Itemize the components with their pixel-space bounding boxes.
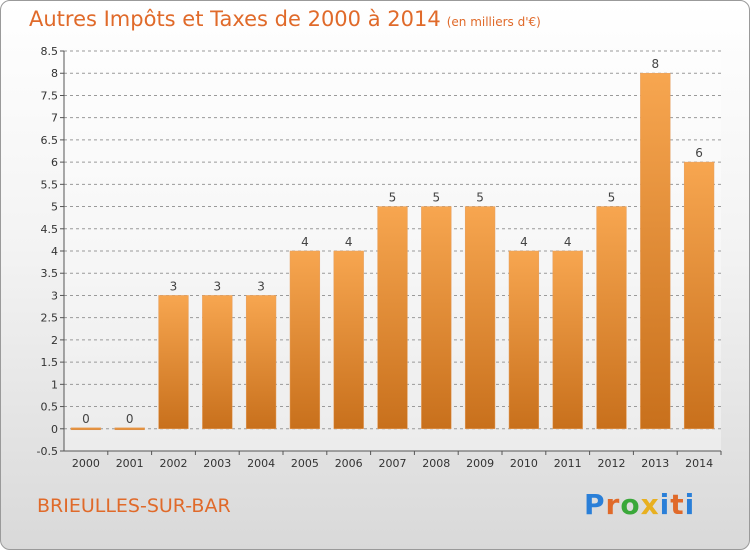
y-tick-label: 4 [51, 245, 58, 258]
y-tick-label: 6 [51, 156, 58, 169]
logo-letter: t [670, 488, 685, 521]
logo-letter: i [684, 488, 696, 521]
y-tick-label: 3.5 [41, 267, 59, 280]
y-tick-label: 0 [51, 423, 58, 436]
bar [640, 72, 671, 430]
bar [377, 206, 408, 430]
y-tick-label: 6.5 [41, 134, 59, 147]
bar [114, 427, 145, 431]
data-label: 5 [432, 191, 440, 205]
y-tick-label: 0.5 [41, 401, 59, 414]
y-tick-label: 1 [51, 378, 58, 391]
bar [596, 206, 627, 430]
proxiti-logo: Proxiti [584, 488, 695, 521]
bar [552, 250, 583, 430]
city-name: BRIEULLES-SUR-BAR [37, 495, 231, 517]
x-tick-label: 2000 [72, 457, 100, 470]
x-tick-label: 2014 [685, 457, 713, 470]
data-label: 4 [520, 235, 528, 249]
y-tick-label: 8 [51, 67, 58, 80]
x-tick-label: 2007 [379, 457, 407, 470]
logo-letter: P [584, 488, 606, 521]
data-label: 6 [695, 146, 703, 160]
logo-letter: i [659, 488, 671, 521]
data-label: 4 [345, 235, 353, 249]
y-tick-label: 2 [51, 334, 58, 347]
y-tick-label: 2.5 [41, 312, 59, 325]
bar [202, 295, 233, 430]
x-tick-label: 2010 [510, 457, 538, 470]
y-tick-label: 5 [51, 201, 58, 214]
x-tick-label: 2011 [554, 457, 582, 470]
y-tick-label: 7.5 [41, 89, 59, 102]
data-label: 5 [389, 191, 397, 205]
y-tick-label: 4.5 [41, 223, 59, 236]
data-label: 5 [608, 191, 616, 205]
data-label: 5 [476, 191, 484, 205]
chart-subtitle: (en milliers d'€) [446, 15, 541, 29]
y-tick-label: 1.5 [41, 356, 59, 369]
data-label: 4 [564, 235, 572, 249]
bar [289, 250, 321, 430]
data-label: 3 [213, 279, 221, 293]
bar [683, 161, 715, 430]
bar [158, 295, 189, 430]
y-tick-label: 8.5 [41, 45, 59, 58]
bar [508, 250, 540, 430]
chart-title: Autres Impôts et Taxes de 2000 à 2014 (en… [29, 7, 541, 31]
data-label: 3 [257, 279, 265, 293]
x-tick-label: 2008 [422, 457, 450, 470]
x-tick-label: 2003 [203, 457, 231, 470]
data-label: 8 [651, 57, 659, 71]
x-tick-label: 2002 [160, 457, 188, 470]
logo-letter: x [640, 488, 660, 521]
data-label: 3 [170, 279, 178, 293]
bar [333, 250, 364, 430]
data-label: 4 [301, 235, 309, 249]
x-tick-label: 2012 [598, 457, 626, 470]
x-tick-label: 2006 [335, 457, 363, 470]
data-label: 0 [82, 412, 90, 426]
bar [421, 206, 452, 430]
x-tick-label: 2004 [247, 457, 275, 470]
x-tick-label: 2013 [641, 457, 669, 470]
y-tick-label: 7 [51, 112, 58, 125]
y-tick-label: 3 [51, 289, 58, 302]
data-label: 0 [126, 412, 134, 426]
bar [245, 295, 277, 430]
y-tick-label: -0.5 [37, 445, 58, 458]
x-tick-label: 2001 [116, 457, 144, 470]
bar [70, 427, 102, 431]
logo-letter: r [605, 488, 621, 521]
logo-letter: o [620, 488, 641, 521]
x-tick-label: 2009 [466, 457, 494, 470]
y-tick-label: 5.5 [41, 178, 59, 191]
x-tick-label: 2005 [291, 457, 319, 470]
bar [464, 206, 496, 430]
chart-title-text: Autres Impôts et Taxes de 2000 à 2014 [29, 7, 441, 31]
